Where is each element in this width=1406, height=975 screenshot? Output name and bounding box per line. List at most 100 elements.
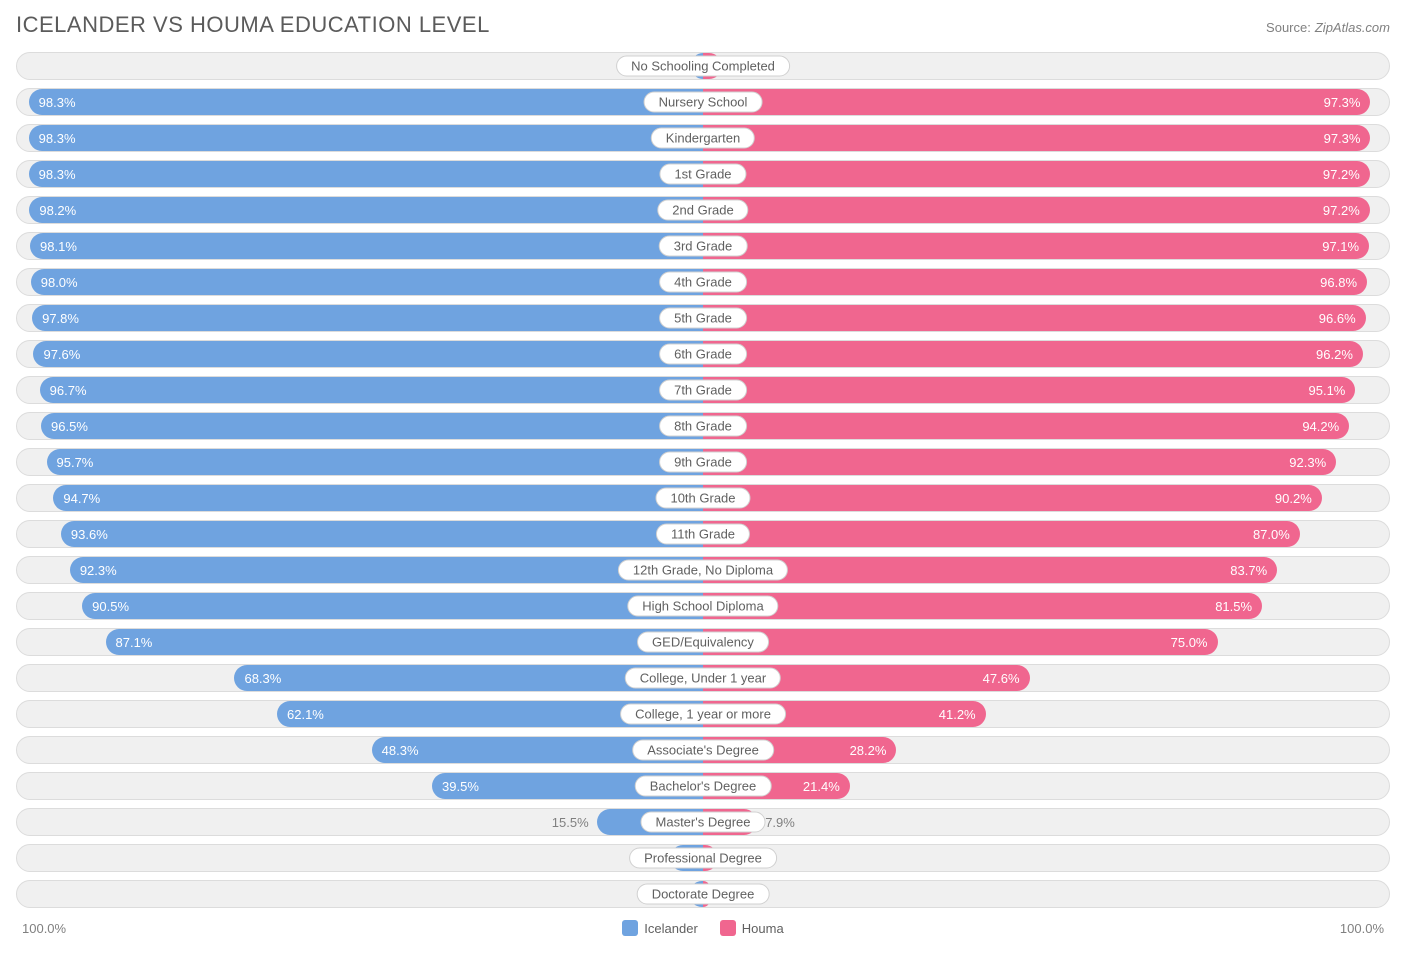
category-label: Doctorate Degree [637, 884, 770, 905]
chart-row: 98.0% 96.8%4th Grade [16, 268, 1390, 296]
chart-source: Source: ZipAtlas.com [1266, 20, 1390, 35]
bar-right: 97.2% [703, 161, 1370, 187]
category-label: 1st Grade [659, 164, 746, 185]
category-label: College, Under 1 year [625, 668, 781, 689]
category-label: 7th Grade [659, 380, 747, 401]
bar-left: 98.0% [31, 269, 703, 295]
bar-left: 98.3% [29, 161, 703, 187]
bar-right-value: 92.3% [1279, 455, 1336, 470]
category-label: 11th Grade [656, 524, 750, 545]
bar-right-value: 47.6% [973, 671, 1030, 686]
bar-right-value: 28.2% [840, 743, 897, 758]
diverging-bar-chart: 1.7%2.8%No Schooling Completed 98.3% 97.3%… [16, 52, 1390, 908]
bar-left-value: 98.1% [30, 239, 87, 254]
category-label: 2nd Grade [657, 200, 748, 221]
axis-left-max: 100.0% [22, 921, 66, 936]
bar-right-value: 97.3% [1314, 131, 1371, 146]
chart-row: 39.5% 21.4% Bachelor's Degree [16, 772, 1390, 800]
bar-right: 92.3% [703, 449, 1336, 475]
category-label: 6th Grade [659, 344, 747, 365]
bar-right: 87.0% [703, 521, 1300, 547]
source-value: ZipAtlas.com [1315, 20, 1390, 35]
category-label: Bachelor's Degree [635, 776, 772, 797]
chart-row: 2.1%0.96%Doctorate Degree [16, 880, 1390, 908]
bar-right: 97.3% [703, 89, 1370, 115]
bar-left: 96.7% [40, 377, 703, 403]
category-label: Master's Degree [641, 812, 766, 833]
legend-item-left: Icelander [622, 920, 697, 936]
bar-left-value: 87.1% [106, 635, 163, 650]
category-label: College, 1 year or more [620, 704, 786, 725]
bar-right-value: 96.6% [1309, 311, 1366, 326]
category-label: 3rd Grade [659, 236, 748, 257]
category-label: No Schooling Completed [616, 56, 790, 77]
chart-row: 97.6% 96.2% 6th Grade [16, 340, 1390, 368]
category-label: GED/Equivalency [637, 632, 769, 653]
bar-left-value: 98.2% [29, 203, 86, 218]
source-label: Source: [1266, 20, 1311, 35]
chart-row: 62.1%41.2%College, 1 year or more [16, 700, 1390, 728]
bar-left: 87.1% [106, 629, 704, 655]
category-label: 12th Grade, No Diploma [618, 560, 788, 581]
bar-right: 97.3% [703, 125, 1370, 151]
bar-left: 97.6% [33, 341, 703, 367]
bar-left: 98.3% [29, 125, 703, 151]
bar-right-value: 21.4% [793, 779, 850, 794]
bar-right-value: 97.3% [1314, 95, 1371, 110]
chart-row: 98.2% 97.2% 2nd Grade [16, 196, 1390, 224]
bar-right-value: 96.2% [1306, 347, 1363, 362]
category-label: Kindergarten [651, 128, 755, 149]
bar-left-value: 98.0% [31, 275, 88, 290]
bar-right-value: 97.2% [1313, 167, 1370, 182]
bar-left-value: 93.6% [61, 527, 118, 542]
chart-row: 1.7%2.8%No Schooling Completed [16, 52, 1390, 80]
bar-left-value: 39.5% [432, 779, 489, 794]
bar-left-value: 98.3% [29, 167, 86, 182]
chart-row: 98.3% 97.2% 1st Grade [16, 160, 1390, 188]
category-label: 9th Grade [659, 452, 747, 473]
chart-row: 93.6% 87.0% 11th Grade [16, 520, 1390, 548]
bar-right-value: 95.1% [1299, 383, 1356, 398]
bar-left-value: 92.3% [70, 563, 127, 578]
category-label: 4th Grade [659, 272, 747, 293]
legend-item-right: Houma [720, 920, 784, 936]
category-label: Professional Degree [629, 848, 777, 869]
category-label: High School Diploma [627, 596, 778, 617]
bar-right: 97.2% [703, 197, 1370, 223]
chart-legend: Icelander Houma [622, 920, 783, 936]
bar-right-value: 90.2% [1265, 491, 1322, 506]
bar-right: 96.6% [703, 305, 1366, 331]
category-label: Nursery School [644, 92, 763, 113]
bar-left-value: 90.5% [82, 599, 139, 614]
chart-title: ICELANDER VS HOUMA EDUCATION LEVEL [16, 12, 490, 38]
bar-left-value: 48.3% [372, 743, 429, 758]
category-label: 10th Grade [655, 488, 750, 509]
chart-row: 96.5% 94.2% 8th Grade [16, 412, 1390, 440]
bar-right-value: 87.0% [1243, 527, 1300, 542]
bar-right: 83.7% [703, 557, 1277, 583]
bar-left: 90.5% [82, 593, 703, 619]
bar-right: 96.2% [703, 341, 1363, 367]
chart-row: 87.1% 75.0% GED/Equivalency [16, 628, 1390, 656]
bar-right-value: 41.2% [929, 707, 986, 722]
chart-row: 94.7%90.2%10th Grade [16, 484, 1390, 512]
bar-right-value: 94.2% [1292, 419, 1349, 434]
category-label: 5th Grade [659, 308, 747, 329]
bar-right: 95.1% [703, 377, 1355, 403]
bar-left-value: 98.3% [29, 131, 86, 146]
chart-row: 98.3%97.3%Nursery School [16, 88, 1390, 116]
bar-right-value: 75.0% [1161, 635, 1218, 650]
bar-left-value: 96.5% [41, 419, 98, 434]
chart-header: ICELANDER VS HOUMA EDUCATION LEVEL Sourc… [16, 12, 1390, 38]
axis-right-max: 100.0% [1340, 921, 1384, 936]
bar-left-value: 97.8% [32, 311, 89, 326]
category-label: 8th Grade [659, 416, 747, 437]
bar-right-value: 97.2% [1313, 203, 1370, 218]
bar-left: 93.6% [61, 521, 703, 547]
bar-left-value: 95.7% [47, 455, 104, 470]
bar-left-value: 68.3% [234, 671, 291, 686]
chart-row: 68.3% 47.6% College, Under 1 year [16, 664, 1390, 692]
bar-right: 96.8% [703, 269, 1367, 295]
legend-swatch-left [622, 920, 638, 936]
chart-row: 92.3% 83.7%12th Grade, No Diploma [16, 556, 1390, 584]
